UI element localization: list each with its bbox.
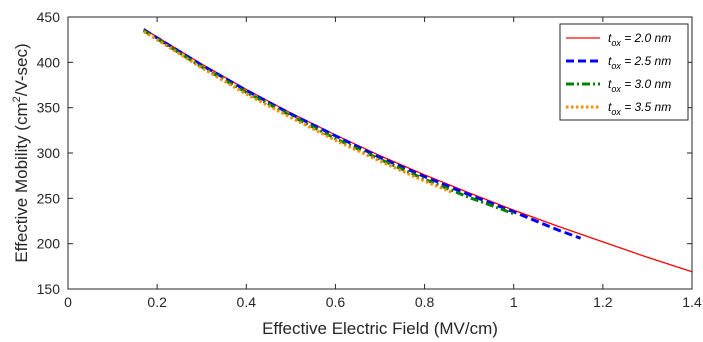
legend-label-subscript: ox xyxy=(611,61,621,71)
x-tick-label: 0.6 xyxy=(326,294,346,310)
series-line-2 xyxy=(143,28,582,240)
legend-label-value: = 3.0 nm xyxy=(621,77,671,91)
y-tick-label: 200 xyxy=(37,236,61,252)
x-axis-title: Effective Electric Field (MV/cm) xyxy=(262,319,498,338)
x-tick-label: 0.2 xyxy=(147,294,167,310)
series-line-4 xyxy=(143,30,452,194)
legend-label-value: = 3.5 nm xyxy=(621,100,671,114)
y-tick-label: 350 xyxy=(37,100,61,116)
legend-box xyxy=(559,23,689,121)
y-tick-label: 400 xyxy=(37,54,61,70)
x-axis: 0 0.2 0.4 0.6 0.8 1 1.2 1.4 xyxy=(64,17,702,310)
y-tick-label: 450 xyxy=(37,9,61,25)
legend-label-t: t xyxy=(608,77,612,91)
y-axis-title-superscript: 2 xyxy=(11,96,23,102)
legend-label-value: = 2.5 nm xyxy=(621,54,671,68)
y-axis: 150 200 250 300 350 400 450 xyxy=(37,9,692,297)
legend-label-subscript: ox xyxy=(611,84,621,94)
x-tick-label: 0.4 xyxy=(237,294,257,310)
x-tick-label: 0 xyxy=(64,294,72,310)
series-line-3 xyxy=(143,29,515,216)
legend-label-value: = 2.0 nm xyxy=(621,31,671,45)
legend-label-subscript: ox xyxy=(611,107,621,117)
legend-label-t: t xyxy=(608,31,612,45)
x-tick-label: 1.4 xyxy=(682,294,702,310)
y-axis-title: Effective Mobility (cm2/V-sec) xyxy=(11,43,31,262)
legend-entry-3: tox = 3.0 nm xyxy=(608,77,671,94)
legend-entry-1: tox = 2.0 nm xyxy=(608,31,671,48)
x-tick-label: 1.2 xyxy=(593,294,613,310)
y-tick-label: 300 xyxy=(37,145,61,161)
x-tick-label: 1 xyxy=(510,294,518,310)
plot-lines xyxy=(143,28,693,273)
x-tick-label: 0.8 xyxy=(415,294,435,310)
y-tick-label: 150 xyxy=(37,281,61,297)
y-axis-title-rest: /V-sec) xyxy=(12,43,31,96)
legend-entry-2: tox = 2.5 nm xyxy=(608,54,671,71)
legend-label-subscript: ox xyxy=(611,38,621,48)
legend-label-t: t xyxy=(608,54,612,68)
y-tick-label: 250 xyxy=(37,190,61,206)
legend-entry-4: tox = 3.5 nm xyxy=(608,100,671,117)
legend-label-t: t xyxy=(608,100,612,114)
y-axis-title-main: Effective Mobility (cm xyxy=(12,102,31,262)
